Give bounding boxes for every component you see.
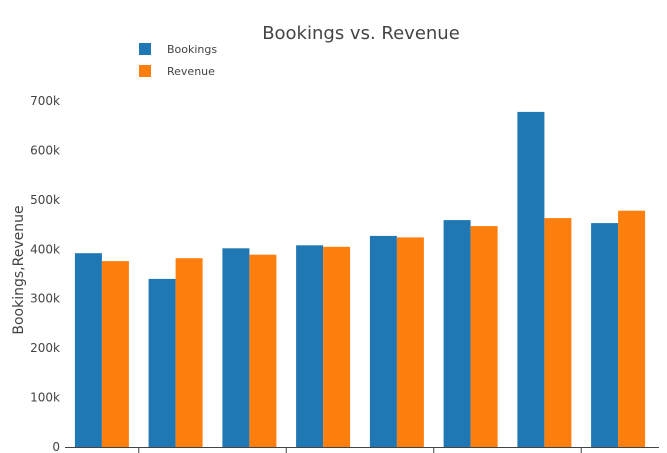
bar-bookings-2	[148, 278, 176, 447]
y-tick-label: 600k	[30, 143, 60, 157]
y-tick-label: 100k	[30, 391, 60, 405]
bar-revenue-4	[323, 246, 351, 447]
legend-label-revenue: Revenue	[167, 65, 215, 78]
x-axis	[65, 447, 659, 453]
legend: Bookings Revenue	[139, 43, 217, 78]
y-tick-label: 700k	[30, 94, 60, 108]
y-tick-label: 300k	[30, 292, 60, 306]
bar-bookings-4	[296, 245, 324, 447]
bar-revenue-1	[101, 261, 129, 447]
bar-bookings-3	[222, 248, 250, 447]
bar-revenue-2	[175, 258, 203, 447]
bar-revenue-8	[618, 210, 646, 447]
y-tick-label: 400k	[30, 242, 60, 256]
y-tick-label: 500k	[30, 193, 60, 207]
y-axis: 0 100k 200k 300k 400k 500k 600k 700k	[30, 94, 60, 453]
bar-bookings-7	[517, 111, 545, 448]
bar-revenue-7	[544, 218, 572, 447]
bar-bookings-8	[591, 223, 619, 447]
chart-title: Bookings vs. Revenue	[262, 23, 460, 44]
bars	[74, 111, 646, 448]
bar-revenue-5	[396, 237, 424, 447]
legend-swatch-bookings	[139, 43, 151, 55]
bar-bookings-5	[369, 235, 397, 447]
legend-label-bookings: Bookings	[167, 43, 217, 56]
bar-bookings-1	[74, 253, 102, 447]
bar-revenue-3	[249, 254, 277, 447]
legend-swatch-revenue	[139, 65, 151, 77]
bar-revenue-6	[470, 226, 498, 447]
bar-bookings-6	[443, 220, 471, 447]
y-axis-label: Bookings,Revenue	[11, 205, 27, 334]
y-tick-label: 200k	[30, 341, 60, 355]
y-tick-label: 0	[52, 440, 60, 453]
